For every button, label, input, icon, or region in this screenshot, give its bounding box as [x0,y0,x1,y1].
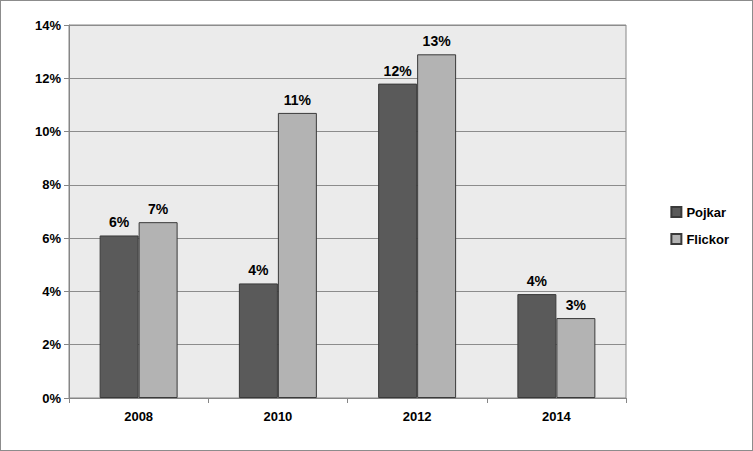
svg-text:8%: 8% [42,177,61,192]
svg-text:6%: 6% [42,231,61,246]
svg-text:3%: 3% [566,297,587,313]
svg-text:7%: 7% [148,201,169,217]
svg-text:10%: 10% [35,124,61,139]
svg-text:4%: 4% [42,284,61,299]
svg-text:12%: 12% [384,63,413,79]
svg-text:11%: 11% [284,92,312,108]
svg-text:4%: 4% [527,273,548,289]
svg-text:4%: 4% [248,262,269,278]
svg-text:2012: 2012 [403,409,432,424]
svg-text:6%: 6% [109,214,130,230]
svg-text:14%: 14% [35,18,61,33]
svg-text:2%: 2% [42,337,61,352]
svg-text:2014: 2014 [542,409,572,424]
svg-text:Pojkar: Pojkar [686,205,726,220]
svg-text:13%: 13% [423,33,452,49]
svg-text:0%: 0% [42,391,61,406]
svg-text:Flickor: Flickor [686,232,729,247]
svg-text:12%: 12% [35,71,61,86]
svg-text:2010: 2010 [263,409,292,424]
svg-text:2008: 2008 [124,409,153,424]
